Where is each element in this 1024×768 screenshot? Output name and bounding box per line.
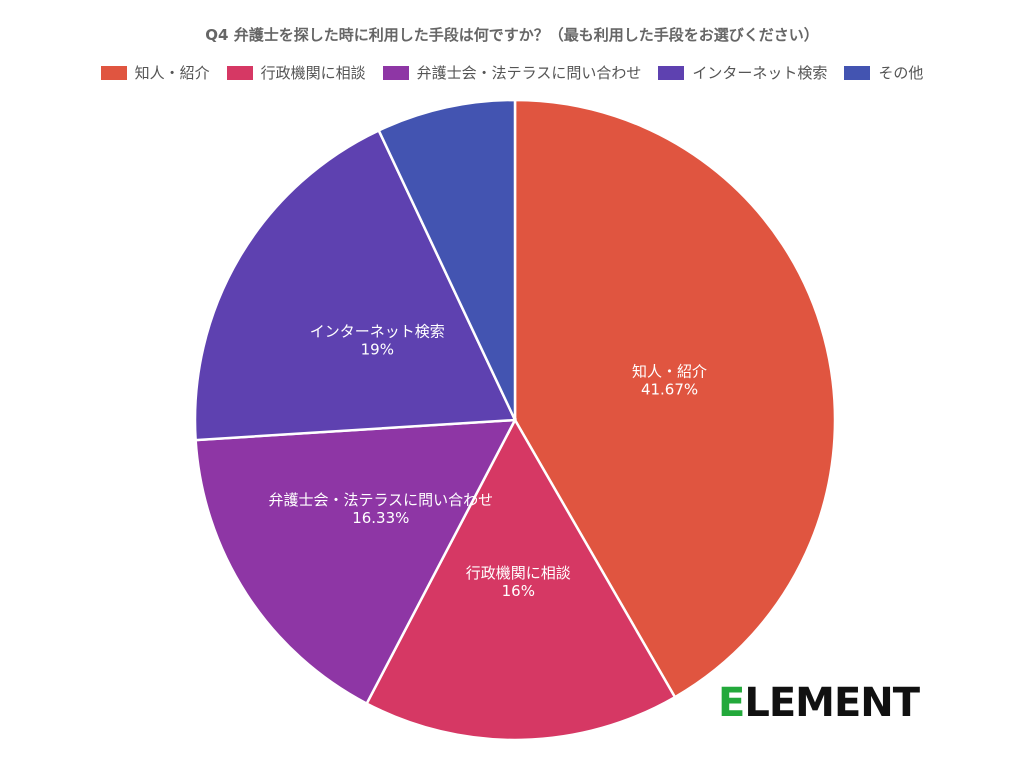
legend-label: その他: [878, 64, 924, 82]
pie-slice: [513, 98, 837, 699]
legend-swatch: [382, 65, 409, 80]
pie-slice: [377, 98, 517, 421]
slice-value-label: 16.33%: [352, 509, 409, 527]
brand-logo: ELEMENT: [718, 680, 920, 726]
legend-label: 行政機関に相談: [260, 64, 366, 82]
slice-label: 行政機関に相談: [466, 564, 571, 582]
legend-item: インターネット検索: [658, 62, 827, 83]
brand-logo-first-letter: E: [718, 680, 745, 726]
slice-value-label: 41.67%: [641, 381, 698, 399]
legend-swatch: [226, 65, 253, 80]
slice-value-label: 16%: [502, 582, 535, 600]
legend-label: 知人・紹介: [134, 64, 210, 82]
legend-label: インターネット検索: [692, 64, 828, 82]
legend-item: 弁護士会・法テラスに問い合わせ: [382, 62, 642, 83]
legend-item: その他: [844, 62, 923, 83]
slice-label: インターネット検索: [310, 323, 445, 341]
chart-title: Q4 弁護士を探した時に利用した手段は何ですか？（最も利用した手段をお選びくださ…: [205, 26, 819, 44]
pie-slice: [193, 128, 517, 442]
legend-item: 知人・紹介: [100, 62, 210, 83]
legend-swatch: [844, 65, 871, 80]
brand-logo-rest: LEMENT: [744, 680, 920, 726]
chart-legend: 知人・紹介 行政機関に相談 弁護士会・法テラスに問い合わせ インターネット検索 その他: [0, 62, 1024, 83]
legend-swatch: [658, 65, 685, 80]
legend-item: 行政機関に相談: [226, 62, 366, 83]
slice-label: 知人・紹介: [632, 363, 707, 381]
pie-slice: [194, 418, 518, 706]
slice-label: 弁護士会・法テラスに問い合わせ: [268, 491, 493, 509]
slice-value-label: 19%: [361, 341, 394, 359]
legend-label: 弁護士会・法テラスに問い合わせ: [416, 64, 642, 82]
legend-swatch: [100, 65, 127, 80]
pie-slice: [364, 417, 677, 742]
